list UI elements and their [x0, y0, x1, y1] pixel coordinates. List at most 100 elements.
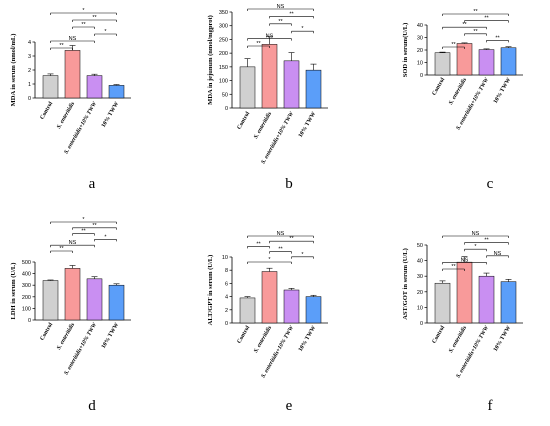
panel-d-bracket-label-0: *: [82, 217, 85, 223]
panel-e-bracket-label-1: **: [289, 236, 294, 242]
panel-f-ytick-label: 0: [420, 321, 423, 327]
panel-a-bar-3: [108, 85, 125, 99]
panel-f-bracket-label-5: **: [451, 264, 456, 270]
panel-c-bracket-label-1: **: [484, 16, 489, 22]
panel-b-bar-3: [305, 69, 322, 109]
panel-a-ytick-label: 1: [28, 82, 31, 88]
panel-d-bar-0: [42, 280, 59, 321]
panel-a-ytick-label: 4: [28, 40, 31, 46]
panel-b-bar-0: [239, 66, 256, 109]
panel-f-ytick-label: 20: [417, 290, 423, 296]
panel-f-category-label-0: Control: [431, 325, 446, 345]
panel-d-ytick-label: 200: [22, 295, 31, 301]
panel-b-ylabel: MDA in jejunum (nmol/mgprot): [207, 15, 214, 105]
panel-e-ylabel: ALT/GPT in serum (U/L): [207, 255, 214, 326]
panel-b-bracket-label-4: NS: [266, 34, 274, 40]
panel-b-ytick-label: 50: [222, 92, 228, 98]
panel-b-letter: b: [285, 176, 293, 192]
panel-d-bar-3: [108, 284, 125, 321]
panel-d-ylabel: LDH in serum (U/L): [10, 263, 17, 320]
panel-e-ytick-label: 0: [225, 321, 228, 327]
panel-e-category-label-3: 10% TWW: [298, 325, 317, 353]
panel-c-bracket-label-5: **: [451, 42, 456, 48]
panel-a-ytick-label: 3: [28, 54, 31, 60]
panel-f-bar-3: [500, 281, 517, 324]
panel-f-category-label-3: 10% TWW: [493, 325, 512, 353]
panel-e-bracket-label-2: **: [256, 241, 261, 247]
panel-d-ytick-label: 100: [22, 306, 31, 312]
panel-a-ytick-label: 2: [28, 68, 31, 74]
panel-c-ytick-label: 40: [417, 23, 423, 29]
panel-c-ytick-label: 10: [417, 61, 423, 67]
panel-e-ytick-label: 8: [225, 268, 228, 274]
panel-f-bracket-label-0: NS: [472, 231, 480, 237]
panel-f-bar-1: [456, 261, 473, 324]
panel-f-bracket-label-4: NS: [461, 257, 469, 263]
panel-a-bracket-label-0: *: [82, 8, 85, 14]
panel-d-ytick-label: 500: [22, 260, 31, 266]
panel-b-ytick-label: 300: [219, 24, 228, 30]
panel-d-bracket-label-5: **: [59, 246, 64, 252]
panel-d-category-label-0: Control: [39, 322, 54, 342]
panel-b-ytick-label: 0: [225, 106, 228, 112]
panel-c-bar-2: [478, 49, 495, 76]
panel-b-category-label-0: Control: [236, 111, 251, 131]
panel-f-bar-2: [478, 275, 495, 324]
panel-d-category-label-1: S. enteritidis: [56, 321, 77, 351]
panel-f-category-label-1: S. enteritidis: [448, 324, 469, 354]
panel-d-bracket-label-1: **: [92, 223, 97, 229]
panel-c-bracket-label-3: **: [473, 29, 478, 35]
panel-e-category-label-0: Control: [236, 325, 251, 345]
panel-b-category-label-1: S. enteritidis: [253, 110, 274, 140]
panel-a-bracket-label-1: **: [92, 15, 97, 21]
panel-e-ytick-label: 4: [225, 295, 228, 301]
panel-f-ytick-label: 30: [417, 274, 423, 280]
panel-a-category-label-1: S. enteritidis: [56, 100, 77, 130]
panel-c-ytick-label: 30: [417, 36, 423, 42]
panel-e-ytick-label: 2: [225, 308, 228, 314]
panel-b-ytick-label: 250: [219, 37, 228, 43]
panel-c-bar-3: [500, 47, 517, 76]
panel-c-bracket-label-0: **: [473, 9, 478, 15]
panel-f-bar-0: [434, 282, 451, 324]
panel-d-bracket-label-3: *: [104, 234, 107, 240]
panel-a-ytick-label: 0: [28, 96, 31, 102]
panel-d-bar-2: [86, 278, 103, 321]
panel-b-bar-1: [261, 44, 278, 109]
panel-d-ytick-label: 400: [22, 272, 31, 278]
panel-a-bracket-label-5: **: [59, 43, 64, 49]
panel-b-bracket-label-5: **: [256, 41, 261, 47]
panel-b-ytick-label: 200: [219, 51, 228, 57]
panel-d-letter: d: [88, 398, 96, 414]
panel-c-ylabel: SOD in serum(U/L): [402, 23, 409, 78]
panel-f-ytick-label: 40: [417, 259, 423, 265]
panel-f-bracket-label-3: NS: [494, 251, 502, 257]
panel-e-ytick-label: 6: [225, 281, 228, 287]
panel-c-ytick-label: 0: [420, 73, 423, 79]
panel-e-letter: e: [286, 398, 293, 414]
panel-b-category-label-3: 10% TWW: [298, 111, 317, 139]
panel-f-letter: f: [488, 398, 493, 414]
panel-a-bar-0: [42, 75, 59, 99]
panel-a-ylabel: MDA in serum (nmol/mL): [10, 34, 17, 107]
panel-f-ylabel: AST/GOT in serum (U/L): [402, 248, 409, 320]
panel-e-bar-0: [239, 297, 256, 324]
panel-e-bracket-label-4: *: [301, 252, 304, 258]
panel-d-bracket-label-2: **: [81, 229, 86, 235]
panel-b-bar-2: [283, 60, 300, 109]
panel-b-bracket-label-3: *: [301, 26, 304, 32]
panel-b-ytick-label: 150: [219, 65, 228, 71]
panel-a-bracket-label-2: **: [81, 22, 86, 28]
panel-a-bracket-label-4: NS: [69, 36, 77, 42]
panel-a-bracket-label-3: *: [104, 29, 107, 35]
panel-c-category-label-3: 10% TWW: [493, 77, 512, 105]
panel-c-bar-0: [434, 52, 451, 76]
panel-d-category-label-3: 10% TWW: [101, 322, 120, 350]
panel-e-ytick-label: 10: [222, 255, 228, 261]
panel-d-bracket-label-4: NS: [69, 240, 77, 246]
panel-f-bracket-label-2: *: [474, 244, 477, 250]
panel-c-category-label-0: Control: [431, 77, 446, 97]
panel-f-ytick-label: 10: [417, 305, 423, 311]
panel-a-category-label-3: 10% TWW: [101, 101, 120, 129]
